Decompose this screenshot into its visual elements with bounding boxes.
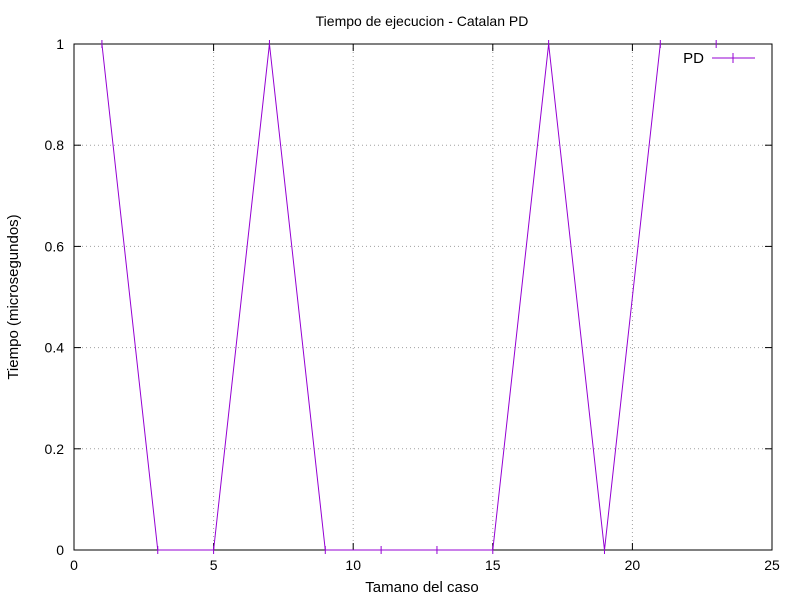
axis-ticks: 00.20.40.60.810 5 10 15 20 25: [45, 36, 780, 573]
x-tick-label: 25: [764, 557, 780, 573]
y-tick-label: 0: [56, 542, 64, 558]
series-line-pd: [101, 43, 661, 551]
series-layer: [101, 40, 717, 554]
x-tick-label: 5: [210, 557, 218, 573]
x-tick-label: 15: [485, 557, 501, 573]
y-tick-label: 0.8: [45, 137, 65, 153]
x-tick-label: 10: [345, 557, 361, 573]
legend-label-pd: PD: [683, 50, 704, 67]
plot-frame: [73, 43, 773, 551]
grid: [74, 44, 772, 550]
y-tick-label: 0.2: [45, 441, 65, 457]
x-tick-label: 20: [625, 557, 641, 573]
x-axis-label: Tamano del caso: [365, 579, 478, 596]
y-axis-label: Tiempo (microsegundos): [5, 214, 22, 379]
y-tick-label: 0.4: [45, 340, 65, 356]
legend: PD: [683, 50, 755, 67]
y-tick-label: 1: [56, 36, 64, 52]
x-tick-label: 0: [70, 557, 78, 573]
y-tick-label: 0.6: [45, 238, 65, 254]
chart-title: Tiempo de ejecucion - Catalan PD: [316, 13, 529, 29]
